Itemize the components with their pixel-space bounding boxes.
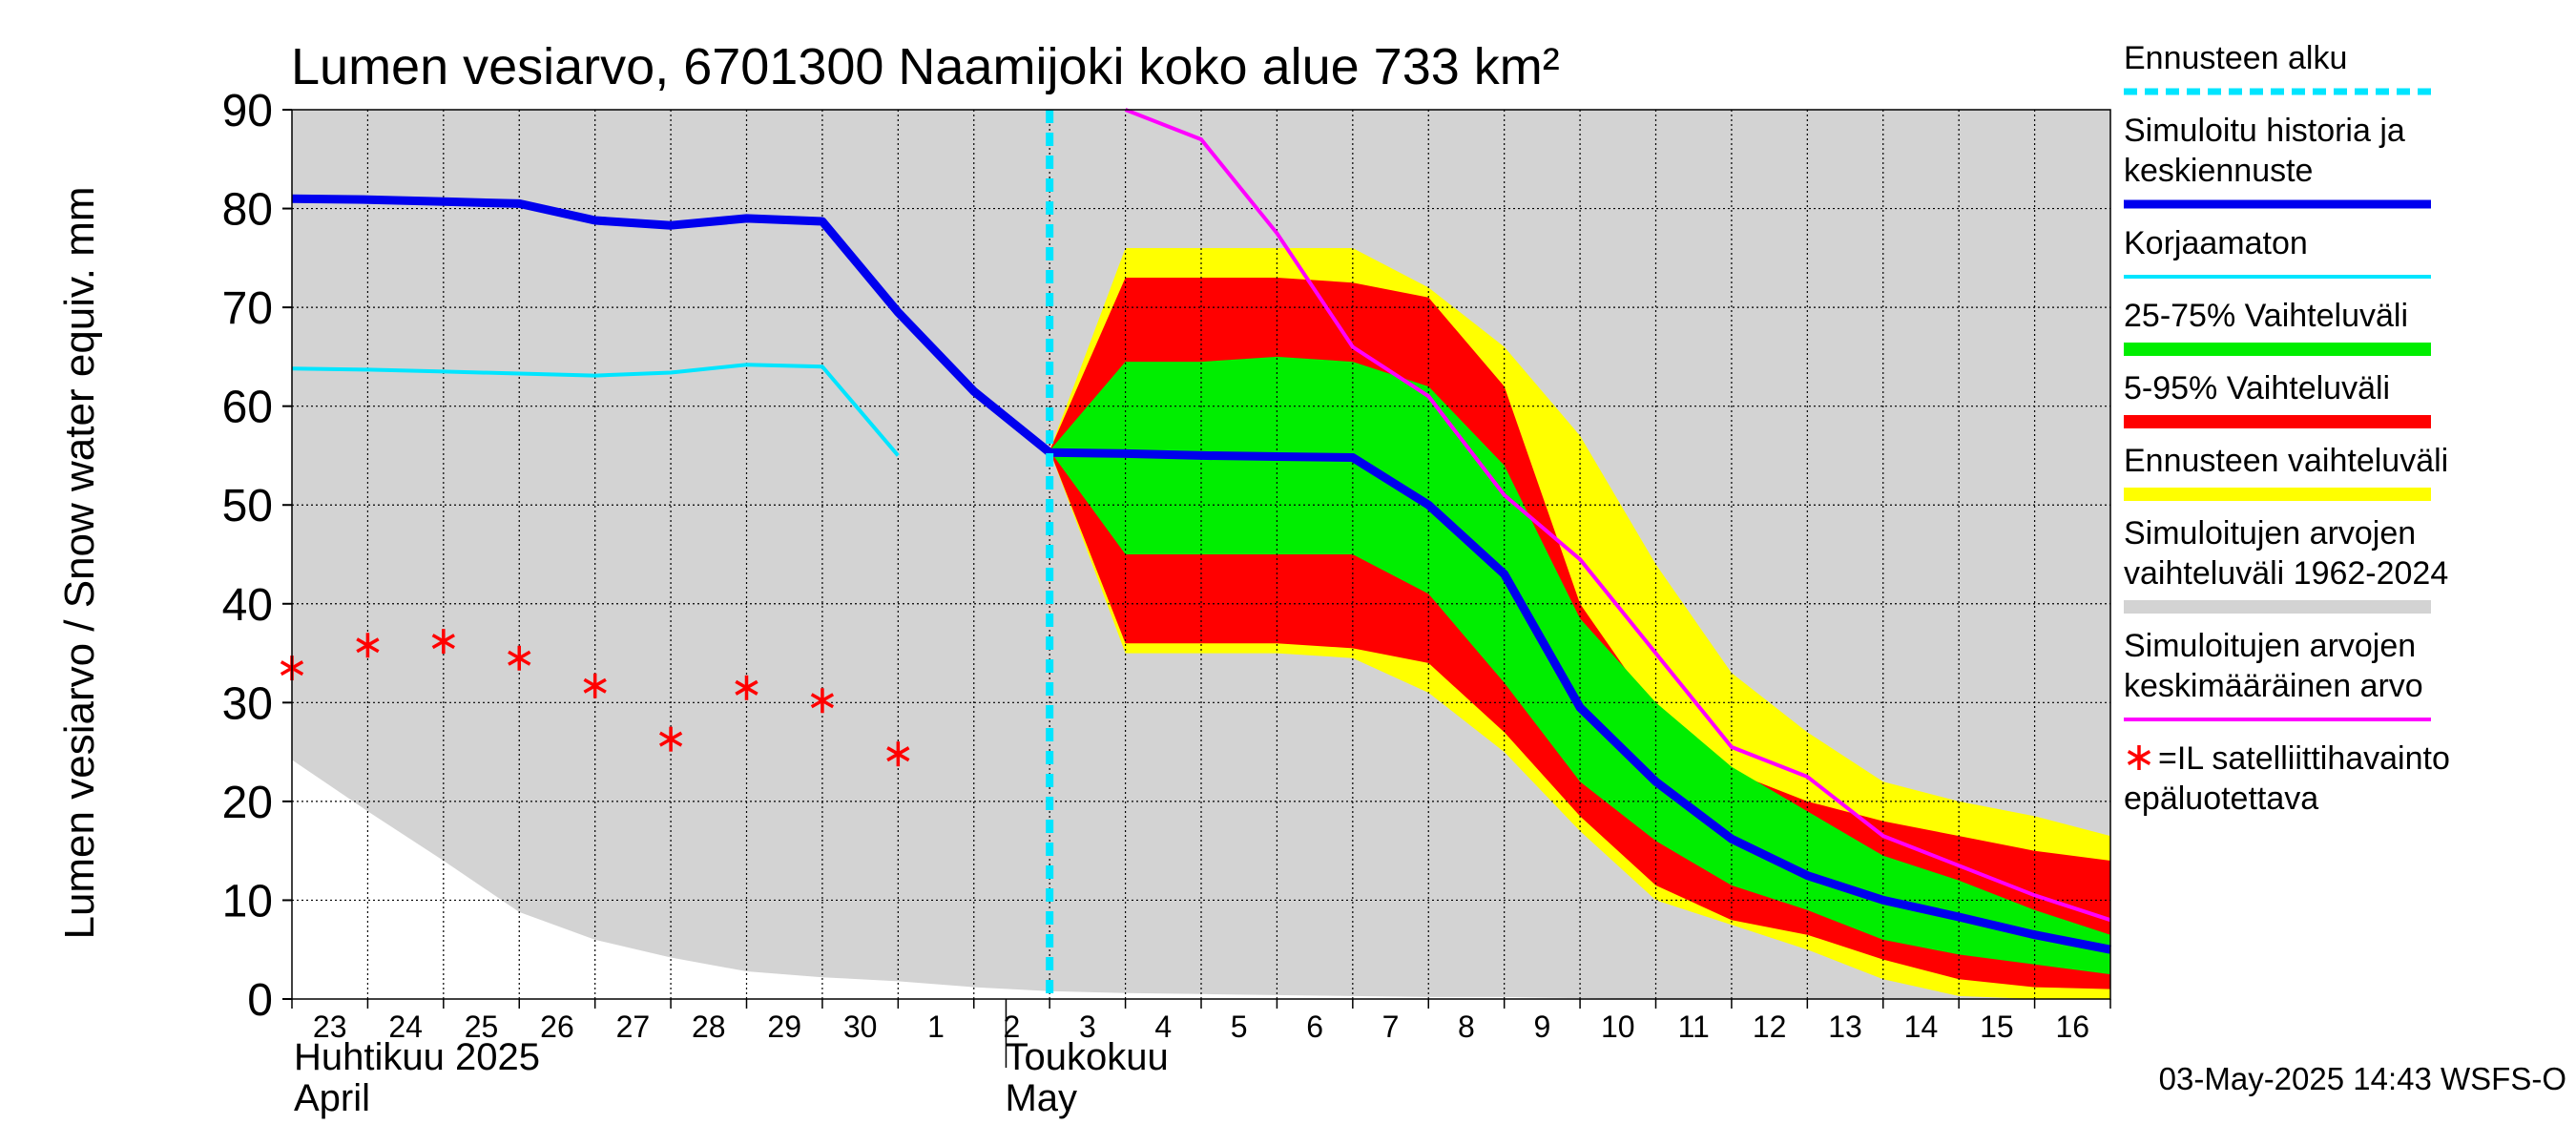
x-tick-label: 4 bbox=[1154, 1010, 1172, 1044]
x-tick-label: 7 bbox=[1382, 1010, 1400, 1044]
y-axis-label: Lumen vesiarvo / Snow water equiv. mm bbox=[56, 186, 103, 939]
x-tick-label: 6 bbox=[1306, 1010, 1323, 1044]
x-tick-label: 2 bbox=[1004, 1010, 1021, 1044]
x-tick-label: 5 bbox=[1231, 1010, 1248, 1044]
y-tick-label: 60 bbox=[222, 383, 273, 433]
satellite-obs-stroke bbox=[583, 677, 607, 694]
x-tick-label: 29 bbox=[767, 1010, 801, 1044]
timestamp: 03-May-2025 14:43 WSFS-O bbox=[2159, 1061, 2566, 1096]
y-axis: 0 10 20 30 40 50 60 70 80 90 bbox=[222, 86, 292, 1026]
x-tick-label: 16 bbox=[2055, 1010, 2089, 1044]
satellite-obs-marker bbox=[658, 726, 683, 752]
y-tick-label: 10 bbox=[222, 876, 273, 926]
legend-label: epäluotettava bbox=[2124, 781, 2318, 817]
legend-swatch-band bbox=[2124, 415, 2431, 428]
x-tick-label: 28 bbox=[692, 1010, 726, 1044]
satellite-obs-stroke bbox=[508, 650, 531, 666]
legend-label: keskiennuste bbox=[2124, 153, 2313, 189]
y-tick-label: 30 bbox=[222, 678, 273, 729]
satellite-obs-marker bbox=[810, 688, 835, 714]
x-tick-label: 8 bbox=[1458, 1010, 1475, 1044]
y-tick-label: 70 bbox=[222, 283, 273, 334]
plot-area bbox=[280, 108, 2111, 1000]
satellite-obs-stroke bbox=[431, 634, 455, 650]
x-tick-label: 25 bbox=[465, 1010, 499, 1044]
x-tick-label: 14 bbox=[1904, 1010, 1939, 1044]
month-label: Huhtikuu 2025 bbox=[294, 1036, 540, 1078]
legend-swatch-band bbox=[2124, 488, 2431, 501]
legend-label: =IL satelliittihavainto bbox=[2158, 740, 2450, 777]
x-tick-label: 30 bbox=[843, 1010, 878, 1044]
satellite-obs-stroke bbox=[658, 731, 683, 747]
y-tick-label: 50 bbox=[222, 481, 273, 531]
x-tick-label: 12 bbox=[1753, 1010, 1787, 1044]
x-tick-label: 11 bbox=[1678, 1010, 1710, 1044]
x-tick-label: 1 bbox=[927, 1010, 945, 1044]
satellite-obs-stroke bbox=[735, 679, 758, 696]
x-tick-label: 3 bbox=[1079, 1010, 1096, 1044]
satellite-obs-marker bbox=[583, 673, 607, 698]
y-tick-label: 0 bbox=[247, 975, 273, 1026]
satellite-obs-stroke bbox=[2127, 749, 2151, 766]
y-tick-label: 20 bbox=[222, 778, 273, 828]
legend-label: Korjaamaton bbox=[2124, 225, 2308, 261]
satellite-obs-stroke bbox=[810, 693, 835, 709]
legend-swatch-band bbox=[2124, 343, 2431, 356]
legend-label: vaihteluväli 1962-2024 bbox=[2124, 555, 2448, 592]
satellite-obs-marker bbox=[886, 741, 910, 767]
month-label-en: April bbox=[294, 1077, 370, 1119]
satellite-obs-stroke bbox=[356, 637, 380, 654]
simulated-mean-line bbox=[291, 194, 2111, 954]
p25-75-band bbox=[1049, 356, 2110, 975]
y-tick-label: 80 bbox=[222, 185, 273, 236]
x-tick-label: 13 bbox=[1828, 1010, 1862, 1044]
legend-label: Simuloitujen arvojen bbox=[2124, 628, 2416, 664]
x-tick-label: 24 bbox=[388, 1010, 423, 1044]
legend-label: Simuloitujen arvojen bbox=[2124, 515, 2416, 552]
climate-mean-line bbox=[1124, 108, 2111, 923]
satellite-obs-stroke bbox=[886, 746, 910, 762]
month-label: Toukokuu bbox=[1005, 1036, 1168, 1078]
satellite-obs-marker bbox=[735, 675, 758, 700]
y-tick-label: 40 bbox=[222, 580, 273, 631]
satellite-obs-marker bbox=[2127, 745, 2151, 770]
legend-label: keskimääräinen arvo bbox=[2124, 668, 2423, 704]
y-tick-label: 90 bbox=[222, 86, 273, 136]
x-tick-label: 10 bbox=[1601, 1010, 1635, 1044]
legend-label: Ennusteen vaihteluväli bbox=[2124, 443, 2448, 479]
uncorrected-line bbox=[291, 363, 900, 457]
satellite-obs-marker bbox=[356, 633, 380, 658]
x-tick-label: 15 bbox=[1980, 1010, 2014, 1044]
x-tick-label: 26 bbox=[540, 1010, 574, 1044]
satellite-obs-marker bbox=[431, 629, 455, 655]
legend-label: Simuloitu historia ja bbox=[2124, 113, 2405, 149]
x-axis: 23 24 25 26 27 28 29 30 1 2 3 4 5 6 7 8 9 10 11 12 13 14 15 16H… bbox=[291, 999, 2111, 1119]
x-tick-label: 9 bbox=[1533, 1010, 1550, 1044]
legend-swatch-band bbox=[2124, 600, 2431, 614]
x-tick-label: 27 bbox=[616, 1010, 651, 1044]
x-tick-label: 23 bbox=[313, 1010, 347, 1044]
legend-label: 5-95% Vaihteluväli bbox=[2124, 370, 2390, 406]
chart-title: Lumen vesiarvo, 6701300 Naamijoki koko a… bbox=[291, 38, 1560, 95]
legend: Ennusteen alku Simuloitu historia ja keski… bbox=[2124, 40, 2450, 817]
satellite-obs-marker bbox=[508, 645, 531, 671]
legend-label: 25-75% Vaihteluväli bbox=[2124, 298, 2408, 334]
legend-label: Ennusteen alku bbox=[2124, 40, 2347, 76]
month-label-en: May bbox=[1005, 1077, 1077, 1119]
